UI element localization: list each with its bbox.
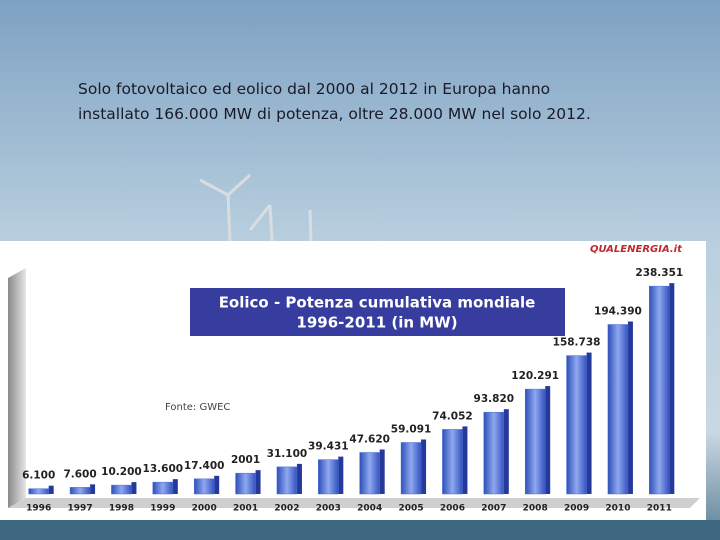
bar xyxy=(566,355,587,495)
x-tick-label: 1998 xyxy=(109,504,134,514)
value-label: 6.100 xyxy=(22,470,55,482)
x-tick-label: 2002 xyxy=(274,504,299,514)
value-label: 120.291 xyxy=(511,370,559,382)
value-label: 31.100 xyxy=(267,448,308,460)
bar xyxy=(235,472,256,495)
slide-text: installato 166.000 MW di potenza, oltre … xyxy=(78,105,591,123)
bar-side xyxy=(214,475,220,494)
x-tick-label: 2004 xyxy=(357,504,382,514)
bar-side xyxy=(379,449,385,494)
source: Fonte: GWEC xyxy=(165,402,230,413)
bar xyxy=(69,487,91,495)
x-tick-label: 2001 xyxy=(233,504,258,514)
x-tick-label: 2005 xyxy=(399,504,424,514)
x-tick-label: 2003 xyxy=(316,504,341,514)
bar xyxy=(649,285,670,495)
value-label: 194.390 xyxy=(594,305,642,317)
value-label: 10.200 xyxy=(101,466,142,478)
bar-side xyxy=(131,482,137,494)
value-label: 2001 xyxy=(231,454,260,466)
value-label: 17.400 xyxy=(184,460,225,472)
value-label: 7.600 xyxy=(63,468,96,480)
bar-side xyxy=(669,283,675,494)
x-tick-label: 2009 xyxy=(564,504,589,514)
turbines xyxy=(199,173,313,242)
value-label: 13.600 xyxy=(143,463,184,475)
bar xyxy=(442,429,463,495)
x-tick-label: 2010 xyxy=(605,504,630,514)
bar-side xyxy=(545,386,551,494)
x-tick-label: 2007 xyxy=(481,504,506,514)
value-label: 74.052 xyxy=(432,410,473,422)
value-label: 47.620 xyxy=(349,433,390,445)
chart-panel xyxy=(0,241,706,520)
bar-side xyxy=(338,456,344,494)
value-label: 59.091 xyxy=(391,423,432,435)
value-label: 238.351 xyxy=(635,267,683,279)
bar-side xyxy=(296,463,302,494)
x-tick-label: 1996 xyxy=(26,504,51,514)
value-label: 158.738 xyxy=(553,337,601,349)
bar-side xyxy=(462,426,468,494)
bar-side xyxy=(503,409,509,494)
bar-side xyxy=(586,352,592,494)
bar-side xyxy=(172,479,178,494)
bar xyxy=(359,452,380,495)
x-tick-label: 2011 xyxy=(647,504,672,514)
chart-floor xyxy=(8,498,700,508)
bar xyxy=(400,442,422,495)
bar-side xyxy=(255,470,261,494)
chart-wall xyxy=(8,268,26,508)
chart-subtitle: 1996-2011 (in MW) xyxy=(296,314,457,332)
bar xyxy=(276,466,298,495)
bar xyxy=(28,488,49,495)
bar xyxy=(607,324,629,495)
x-tick-label: 2006 xyxy=(440,504,465,514)
x-tick-label: 1997 xyxy=(68,504,93,514)
bar xyxy=(111,484,132,495)
bar-side xyxy=(627,321,633,494)
bar-side xyxy=(421,439,427,494)
value-label: 39.431 xyxy=(308,441,349,453)
bar xyxy=(483,411,505,495)
bar xyxy=(152,481,174,495)
chart-title: Eolico - Potenza cumulativa mondiale xyxy=(219,294,536,312)
x-tick-label: 2000 xyxy=(192,504,217,514)
bar-side xyxy=(48,485,54,494)
title-box xyxy=(190,288,565,336)
bar-side xyxy=(90,484,96,494)
sea xyxy=(0,520,720,540)
bar xyxy=(524,388,546,495)
logo: QUALENERGIA.it xyxy=(590,244,683,255)
x-tick-label: 1999 xyxy=(150,504,175,514)
x-tick-label: 2008 xyxy=(523,504,548,514)
value-label: 93.820 xyxy=(474,393,515,405)
slide-text: Solo fotovoltaico ed eolico dal 2000 al … xyxy=(78,80,551,98)
bar xyxy=(318,459,339,495)
bar xyxy=(193,478,215,495)
